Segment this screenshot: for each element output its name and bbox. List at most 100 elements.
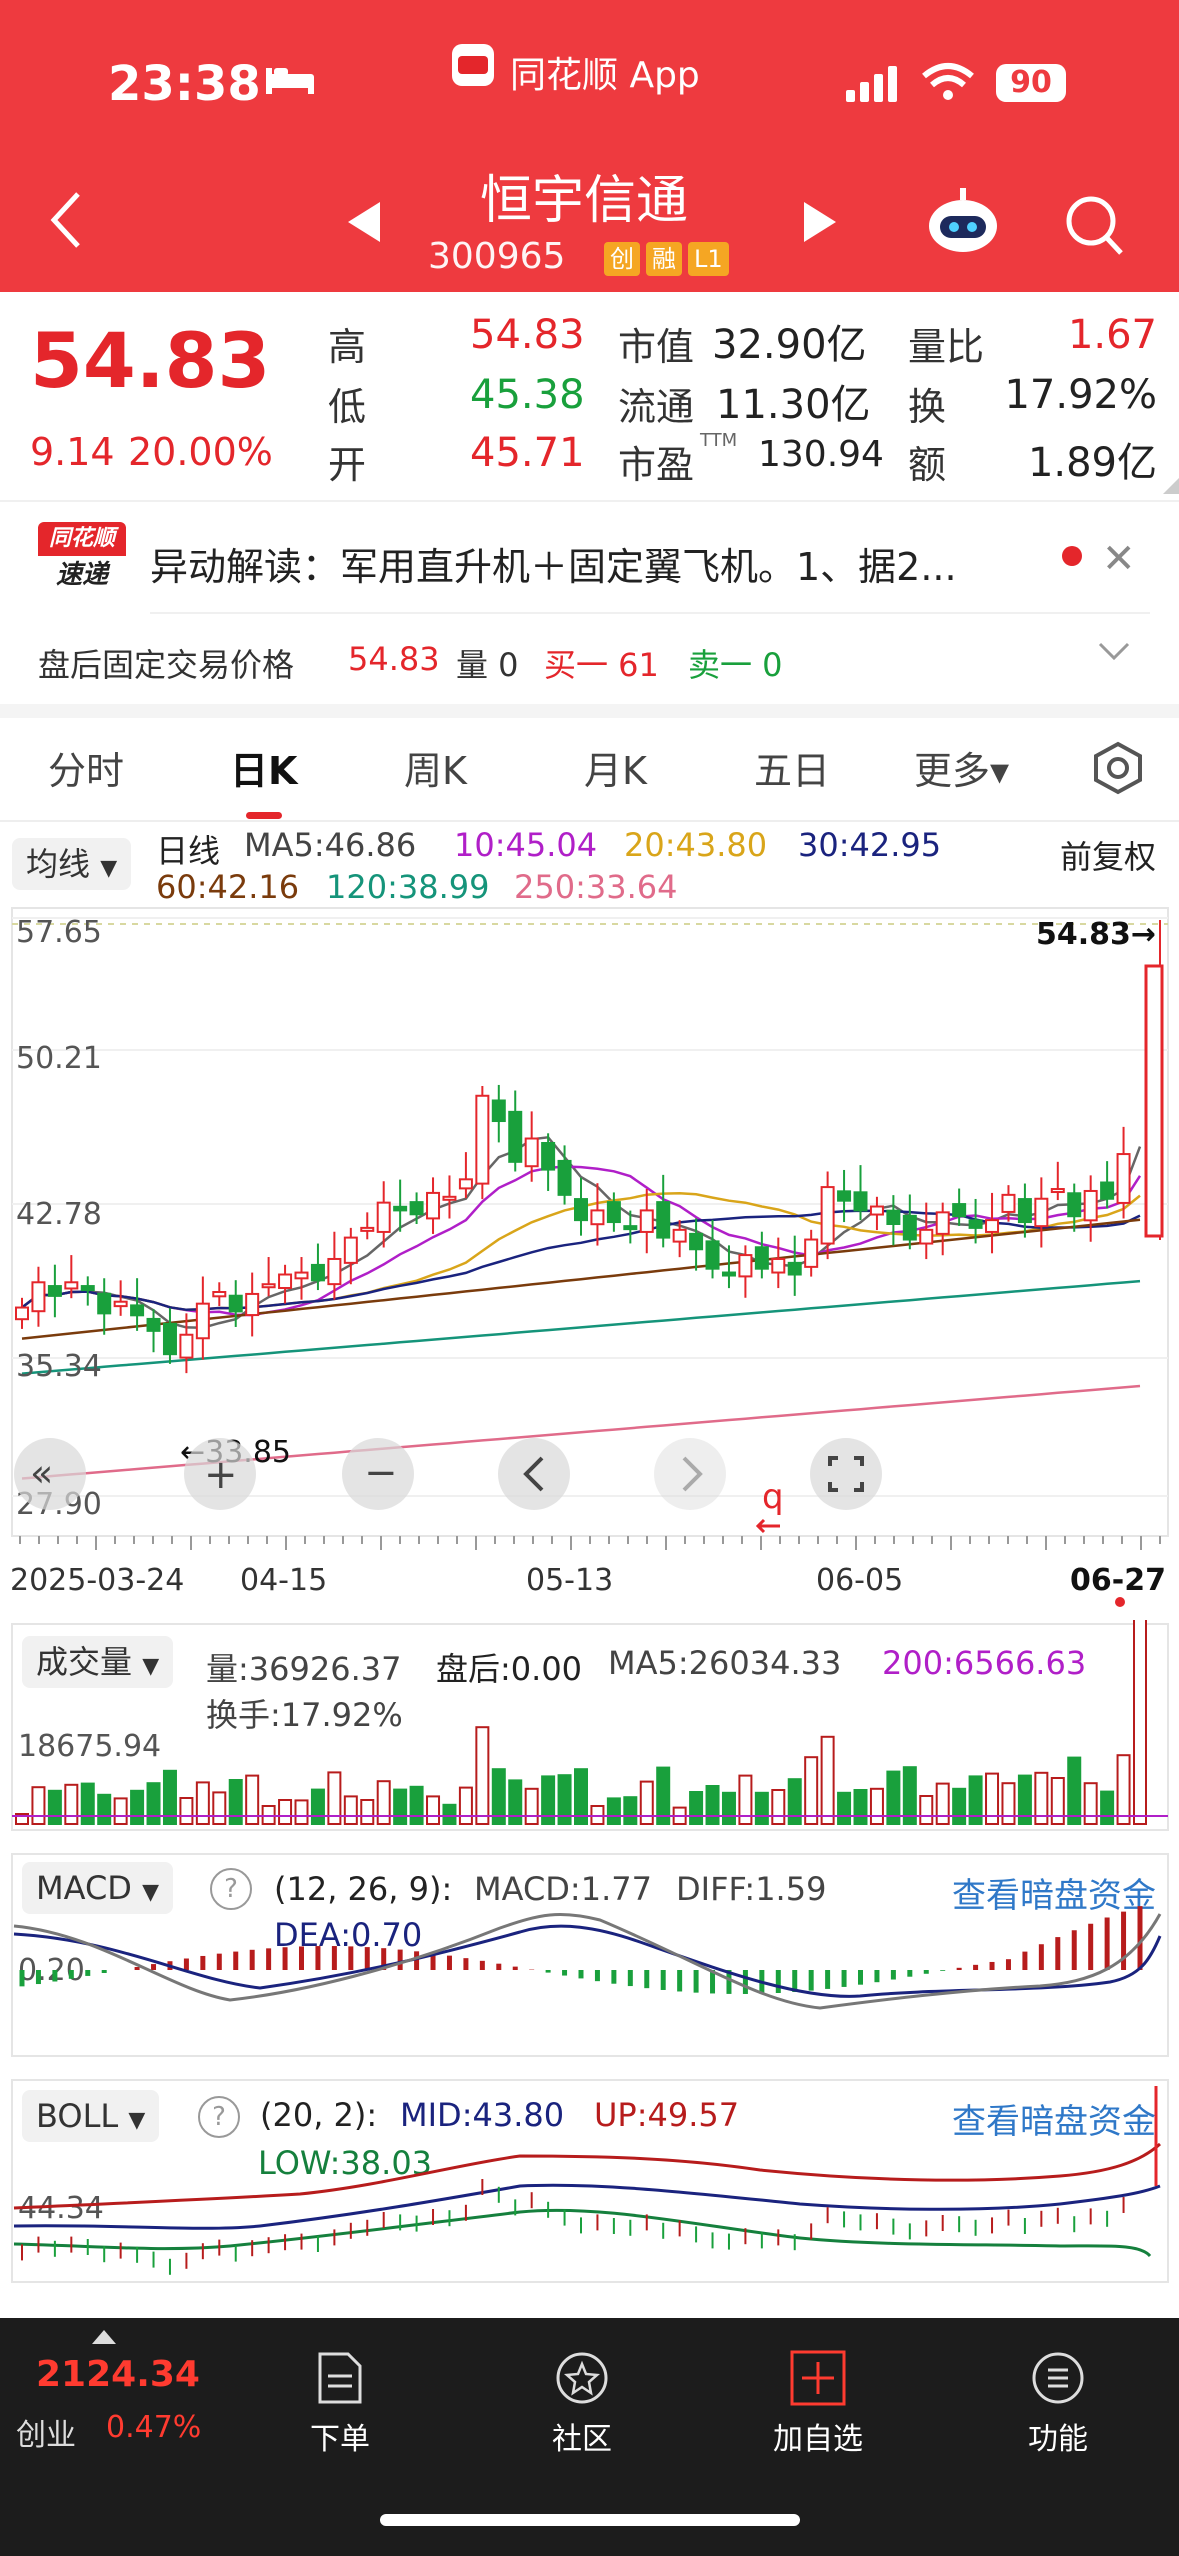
diff-line bbox=[13, 1912, 1162, 2010]
open-label: 开 bbox=[328, 443, 367, 487]
stock-code: 300965 bbox=[428, 236, 566, 277]
search-icon[interactable] bbox=[1064, 194, 1124, 260]
dark-pool-link-2[interactable]: 查看暗盘资金 bbox=[952, 2102, 1156, 2142]
scroll-left-fast-button[interactable] bbox=[14, 1438, 86, 1510]
badge-rong: 融 bbox=[646, 242, 682, 276]
volume-bar bbox=[771, 1789, 786, 1825]
back-icon[interactable] bbox=[48, 190, 84, 254]
volume-bar bbox=[179, 1797, 194, 1825]
volume-bar bbox=[968, 1775, 983, 1825]
afterhours-volume: 量 0 bbox=[456, 646, 519, 684]
news-headline[interactable]: 异动解读：军用直升机＋固定翼飞机。1、据2... bbox=[150, 545, 957, 589]
close-icon[interactable]: ✕ bbox=[1102, 536, 1136, 582]
candle bbox=[952, 1203, 967, 1218]
tab-monthly-k[interactable]: 月K bbox=[584, 749, 647, 793]
candle bbox=[442, 1195, 457, 1201]
fullscreen-button[interactable] bbox=[810, 1438, 882, 1510]
stock-badges: 创融 L1 bbox=[598, 242, 729, 276]
macd-dropdown[interactable]: MACD ▼ bbox=[22, 1862, 174, 1914]
tab-more[interactable]: 更多▾ bbox=[914, 749, 1010, 793]
dea-line bbox=[13, 1924, 1162, 1998]
chart-settings-icon[interactable] bbox=[1090, 740, 1146, 800]
candle bbox=[64, 1281, 79, 1290]
scroll-left-button[interactable] bbox=[498, 1438, 570, 1510]
boll-price-bars bbox=[21, 2179, 1125, 2275]
ma10-value: 10:45.04 bbox=[454, 826, 598, 864]
nav-functions[interactable]: 功能 bbox=[988, 2350, 1128, 2458]
volume-bar bbox=[360, 1799, 375, 1825]
volume-chart[interactable]: 18675.94 bbox=[0, 1620, 1179, 1834]
candle bbox=[837, 1190, 852, 1202]
boll-low: LOW:38.03 bbox=[258, 2144, 433, 2182]
candle bbox=[1083, 1189, 1098, 1222]
ytick-1: 50.21 bbox=[16, 1041, 102, 1076]
current-date-dot bbox=[1115, 1597, 1125, 1607]
prev-stock-icon[interactable] bbox=[344, 200, 384, 248]
tab-five-day[interactable]: 五日 bbox=[754, 749, 831, 793]
candle bbox=[1100, 1181, 1115, 1200]
tab-daily-k[interactable]: 日K bbox=[230, 749, 298, 793]
scroll-right-button[interactable] bbox=[654, 1438, 726, 1510]
dark-pool-link[interactable]: 查看暗盘资金 bbox=[952, 1876, 1156, 1916]
help-icon[interactable]: ? bbox=[198, 2096, 240, 2138]
candle bbox=[541, 1142, 556, 1171]
candle bbox=[491, 1099, 506, 1123]
wifi-icon bbox=[922, 62, 974, 106]
index-value[interactable]: 2124.34 bbox=[36, 2354, 200, 2395]
mcap-value: 32.90亿 bbox=[712, 322, 867, 368]
volume-bar bbox=[952, 1787, 967, 1826]
robot-icon[interactable] bbox=[926, 186, 1000, 260]
volume-bar bbox=[245, 1774, 260, 1826]
boll-chart[interactable]: 44.34 bbox=[0, 2076, 1179, 2286]
volume-bar bbox=[853, 1789, 868, 1825]
plus-icon: + bbox=[204, 1452, 238, 1498]
candle bbox=[80, 1285, 95, 1292]
diff-value: DIFF:1.59 bbox=[676, 1870, 827, 1908]
zoom-in-button[interactable] bbox=[184, 1438, 256, 1510]
candle bbox=[130, 1304, 145, 1317]
boll-dropdown[interactable]: BOLL ▼ bbox=[22, 2090, 160, 2142]
date-label-2: 05-13 bbox=[526, 1563, 613, 1598]
volume-dropdown[interactable]: 成交量 ▼ bbox=[22, 1636, 174, 1688]
volume-ratio-value: 1.67 bbox=[1067, 312, 1157, 358]
candle bbox=[179, 1333, 194, 1359]
volume-value: 量:36926.37 bbox=[206, 1650, 402, 1688]
candle bbox=[245, 1292, 260, 1317]
kline-grid bbox=[12, 917, 1168, 1497]
tab-weekly-k[interactable]: 周K bbox=[404, 749, 467, 793]
candle bbox=[623, 1225, 638, 1231]
expand-up-icon[interactable] bbox=[92, 2330, 116, 2344]
tab-active-indicator bbox=[246, 812, 282, 819]
candle bbox=[639, 1209, 654, 1233]
chevron-down-icon[interactable] bbox=[1096, 640, 1132, 668]
nav-functions-label: 功能 bbox=[1028, 2422, 1088, 2457]
next-stock-icon[interactable] bbox=[800, 200, 840, 248]
candle bbox=[195, 1302, 210, 1340]
candle bbox=[343, 1236, 358, 1264]
help-icon[interactable]: ? bbox=[210, 1868, 252, 1910]
nav-order[interactable]: 下单 bbox=[270, 2350, 410, 2458]
adjust-mode[interactable]: 前复权 bbox=[1060, 838, 1157, 876]
logo-bottom: 速递 bbox=[55, 560, 108, 590]
date-label-1: 04-15 bbox=[240, 1563, 327, 1598]
kline-chart[interactable]: 57.65 50.21 42.78 35.34 27.90 54.83→ ←33… bbox=[0, 900, 1179, 1620]
volume-bar bbox=[393, 1788, 408, 1826]
signal-icon bbox=[846, 66, 902, 106]
volume-ma5-value: MA5:26034.33 bbox=[608, 1644, 842, 1682]
volume-bar bbox=[508, 1779, 523, 1825]
ma-dropdown[interactable]: 均线 ▼ bbox=[12, 838, 132, 890]
volume-bar bbox=[787, 1778, 802, 1825]
candle bbox=[376, 1201, 391, 1233]
volume-bar bbox=[721, 1791, 736, 1826]
volume-bar bbox=[113, 1797, 128, 1825]
candle bbox=[327, 1257, 342, 1286]
candle bbox=[754, 1246, 769, 1270]
macd-chart[interactable]: 0.20 bbox=[0, 1850, 1179, 2060]
zoom-out-button[interactable] bbox=[342, 1438, 414, 1510]
nav-add-watchlist[interactable]: 加自选 bbox=[748, 2350, 888, 2458]
caret-down-icon: ▼ bbox=[142, 1654, 160, 1679]
macd-value: MACD:1.77 bbox=[474, 1870, 652, 1908]
volume-bar bbox=[195, 1781, 210, 1825]
tab-intraday[interactable]: 分时 bbox=[48, 749, 125, 793]
nav-community[interactable]: 社区 bbox=[512, 2350, 652, 2458]
